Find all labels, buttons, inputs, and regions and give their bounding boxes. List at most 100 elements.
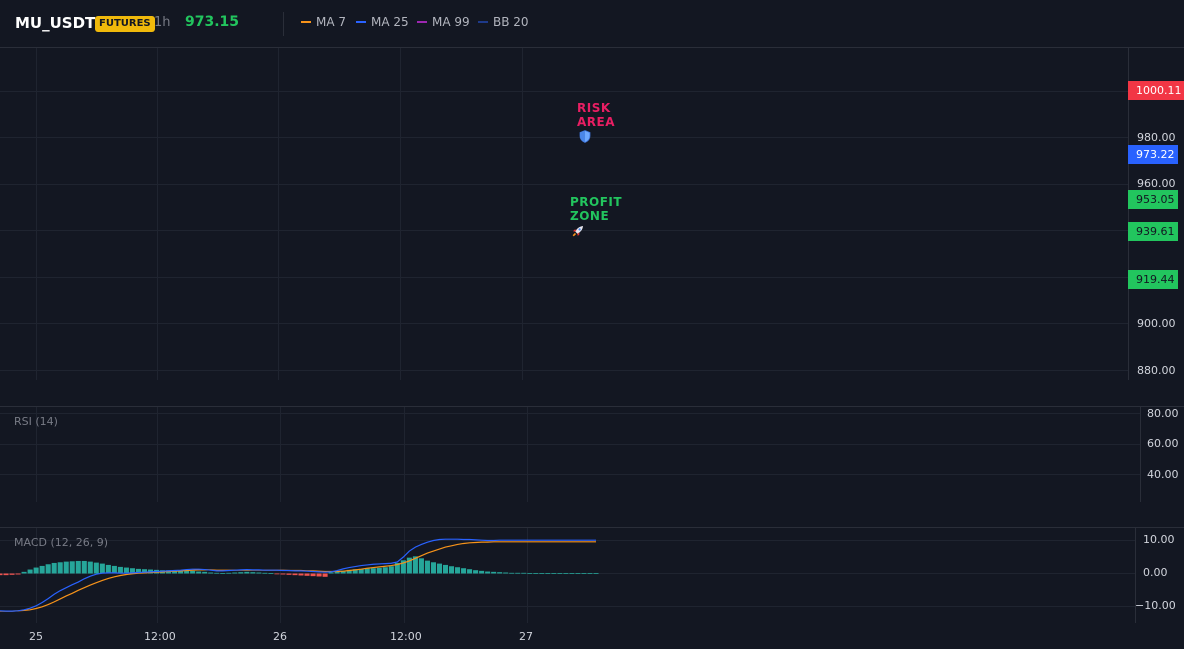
macd-histogram-bar xyxy=(184,570,190,574)
macd-histogram-bar xyxy=(141,569,148,574)
macd-histogram-bar xyxy=(316,573,322,577)
macd-histogram-bar xyxy=(400,560,406,574)
macd-histogram-bar xyxy=(436,563,443,574)
macd-histogram-bar xyxy=(129,568,135,574)
macd-histogram-bar xyxy=(3,573,9,576)
risk-area-line2: AREA xyxy=(577,115,616,129)
macd-histogram-bar xyxy=(292,573,298,576)
price-axis-label: 880.00 xyxy=(1137,364,1176,377)
macd-axis-label: −10.00 xyxy=(1135,599,1176,612)
macd-histogram-bar xyxy=(328,572,334,574)
macd-histogram-bar xyxy=(280,573,286,575)
macd-histogram-bar xyxy=(111,565,117,574)
ma7-swatch-icon xyxy=(301,20,311,23)
macd-histogram-bar xyxy=(244,571,250,574)
risk-area-line1: RISK xyxy=(577,101,611,115)
header-divider xyxy=(283,12,284,36)
price-pane[interactable]: 980.00 960.00 900.00 880.00 1000.11 973.… xyxy=(0,48,1184,407)
macd-histogram-bar xyxy=(364,568,370,574)
macd-histogram-bar xyxy=(388,566,394,574)
macd-histogram-bar xyxy=(178,570,184,574)
macd-histogram-bar xyxy=(202,571,208,574)
macd-histogram-bar xyxy=(304,573,310,576)
price-tag-target-1: 953.05 xyxy=(1128,190,1178,209)
time-axis-label: 12:00 xyxy=(390,630,422,643)
macd-histogram-bar xyxy=(93,562,99,574)
price-grid xyxy=(0,48,1129,380)
macd-histogram-bar xyxy=(442,564,449,574)
macd-histogram-bar xyxy=(430,562,436,574)
price-axis-label: 900.00 xyxy=(1137,317,1176,330)
legend-ma99[interactable]: MA 99 xyxy=(417,15,470,29)
macd-histogram-bar xyxy=(262,572,268,574)
price-axis-label: 980.00 xyxy=(1137,131,1176,144)
macd-histogram-bar xyxy=(358,568,364,574)
rsi-pane[interactable]: RSI (14) 80.00 60.00 40.00 xyxy=(0,407,1184,528)
profit-zone-annotation[interactable]: PROFIT ZONE xyxy=(570,195,622,223)
macd-histogram-bar xyxy=(527,573,533,574)
macd-histogram-bar xyxy=(551,573,557,574)
legend-bb20-label: BB 20 xyxy=(493,15,529,29)
macd-histogram-bar xyxy=(587,573,593,574)
macd-chart xyxy=(0,528,1136,623)
macd-histogram-bar xyxy=(208,572,214,574)
macd-histogram-bar xyxy=(563,573,569,574)
last-price: 973.15 xyxy=(185,14,240,30)
macd-histogram-bar xyxy=(123,567,129,574)
ma25-swatch-icon xyxy=(356,20,366,23)
macd-histogram-bar xyxy=(346,569,352,574)
macd-histogram-bar xyxy=(581,573,587,574)
macd-histogram-bar xyxy=(172,570,178,574)
macd-histogram-bar xyxy=(521,572,527,574)
macd-histogram-bar xyxy=(545,573,551,574)
macd-histogram-bar xyxy=(81,560,87,574)
ma99-swatch-icon xyxy=(417,20,427,23)
macd-histogram-bar xyxy=(394,562,400,574)
macd-histogram-bar xyxy=(418,558,424,574)
macd-histogram-bar xyxy=(424,560,430,574)
price-tag-current: 973.22 xyxy=(1128,145,1178,164)
rsi-grid xyxy=(0,407,1141,502)
legend-ma7[interactable]: MA 7 xyxy=(301,15,346,29)
time-axis-label: 26 xyxy=(273,630,287,643)
price-tag-target-3: 919.44 xyxy=(1128,270,1178,289)
macd-pane[interactable]: MACD (12, 26, 9) 10.00 0.00 −10.00 xyxy=(0,528,1184,623)
macd-histogram-bar xyxy=(75,560,81,574)
macd-series-macd-line xyxy=(0,538,596,612)
macd-histogram-bar xyxy=(117,566,123,574)
macd-histogram-bar xyxy=(226,572,232,574)
macd-histogram-bar xyxy=(467,569,473,574)
risk-area-annotation[interactable]: RISK AREA xyxy=(577,101,615,129)
macd-histogram-bar xyxy=(45,564,51,574)
macd-histogram-bar xyxy=(455,567,461,574)
macd-histogram-bar xyxy=(515,572,521,574)
chart-header: MU_USDT FUTURES 1h 973.15 MA 7 MA 25 MA … xyxy=(0,0,1184,48)
macd-histogram-bar xyxy=(135,568,141,574)
macd-histogram-bar xyxy=(298,573,304,576)
price-tag-risk: 1000.11 xyxy=(1128,81,1184,100)
legend-bb20[interactable]: BB 20 xyxy=(478,15,529,29)
macd-histogram-bar xyxy=(575,573,581,574)
macd-histogram-bar xyxy=(485,571,491,574)
macd-histogram-bar xyxy=(322,573,328,577)
interval-selector[interactable]: 1h xyxy=(154,15,171,30)
macd-histogram-bar xyxy=(340,570,346,574)
macd-histogram-bar xyxy=(69,561,75,574)
macd-histogram-bar xyxy=(533,573,539,574)
macd-histogram-bar xyxy=(382,567,388,574)
legend-ma25[interactable]: MA 25 xyxy=(356,15,409,29)
legend-ma7-label: MA 7 xyxy=(316,15,347,29)
futures-badge: FUTURES xyxy=(95,16,155,32)
rsi-axis-label: 40.00 xyxy=(1147,468,1179,481)
symbol-name[interactable]: MU_USDT xyxy=(15,14,96,32)
macd-histogram-bar xyxy=(503,572,509,574)
macd-histogram-bar xyxy=(286,573,292,575)
rsi-axis-label: 60.00 xyxy=(1147,437,1179,450)
macd-histogram-bar xyxy=(190,570,196,574)
rsi-axis-label: 80.00 xyxy=(1147,407,1179,420)
macd-histogram-bar xyxy=(238,572,244,574)
macd-histogram-bar xyxy=(250,572,256,574)
macd-histogram-bar xyxy=(334,571,340,574)
macd-title: MACD (12, 26, 9) xyxy=(14,536,109,549)
time-axis-label: 27 xyxy=(519,630,533,643)
